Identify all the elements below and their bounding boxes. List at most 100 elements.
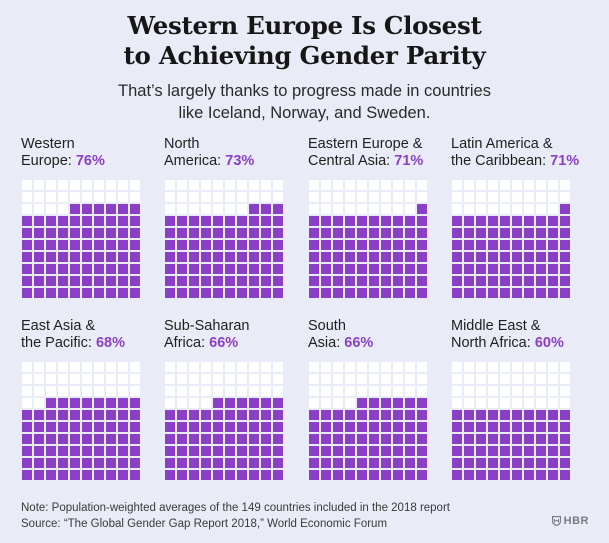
panel-label-line-2: Africa: 66% (164, 335, 288, 352)
waffle-cell-empty (548, 180, 558, 190)
waffle-cell-filled (70, 422, 80, 432)
waffle-cell-empty (261, 192, 271, 202)
waffle-cell-filled (213, 228, 223, 238)
waffle-cell-filled (357, 398, 367, 408)
waffle-cell-filled (201, 276, 211, 286)
waffle-cell-filled (249, 458, 259, 468)
region-name: Africa: (164, 335, 210, 351)
waffle-cell-filled (261, 228, 271, 238)
waffle-cell-empty (500, 204, 510, 214)
waffle-cell-empty (476, 180, 486, 190)
waffle-cell-filled (500, 216, 510, 226)
waffle-cell-filled (177, 458, 187, 468)
waffle-cell-filled (405, 410, 415, 420)
waffle-cell-filled (500, 410, 510, 420)
waffle-cell-filled (82, 228, 92, 238)
waffle-cell-filled (488, 240, 498, 250)
waffle-cell-empty (189, 192, 199, 202)
waffle-cell-filled (452, 216, 462, 226)
waffle-cell-filled (536, 410, 546, 420)
waffle-cell-empty (237, 386, 247, 396)
waffle-cell-filled (70, 216, 80, 226)
waffle-cell-filled (201, 458, 211, 468)
waffle-cell-filled (165, 228, 175, 238)
waffle-cell-filled (464, 410, 474, 420)
waffle-cell-filled (118, 470, 128, 480)
waffle-cell-filled (512, 240, 522, 250)
waffle-cell-filled (309, 252, 319, 262)
waffle-cell-empty (488, 386, 498, 396)
waffle-cell-filled (165, 446, 175, 456)
chart-subtitle-line-2: like Iceland, Norway, and Sweden. (178, 104, 431, 122)
waffle-cell-filled (536, 422, 546, 432)
waffle-cell-empty (500, 180, 510, 190)
waffle-cell-filled (381, 446, 391, 456)
waffle-cell-empty (524, 180, 534, 190)
waffle-cell-filled (452, 410, 462, 420)
waffle-cell-filled (333, 446, 343, 456)
waffle-cell-filled (106, 288, 116, 298)
waffle-cell-filled (464, 276, 474, 286)
waffle-cell-empty (165, 386, 175, 396)
waffle-cell-filled (34, 422, 44, 432)
waffle-cell-filled (22, 276, 32, 286)
waffle-cell-filled (94, 264, 104, 274)
waffle-cell-filled (333, 216, 343, 226)
waffle-cell-filled (189, 288, 199, 298)
waffle-cell-filled (118, 228, 128, 238)
waffle-cell-filled (58, 240, 68, 250)
waffle-cell-filled (189, 240, 199, 250)
waffle-cell-empty (464, 180, 474, 190)
waffle-cell-filled (357, 252, 367, 262)
waffle-cell-empty (321, 386, 331, 396)
waffle-cell-filled (560, 264, 570, 274)
waffle-cell-filled (536, 470, 546, 480)
waffle-cell-filled (321, 240, 331, 250)
waffle-cell-filled (357, 410, 367, 420)
waffle-cell-filled (189, 276, 199, 286)
waffle-cell-filled (261, 446, 271, 456)
waffle-cell-empty (500, 398, 510, 408)
footnote: Note: Population-weighted averages of th… (21, 500, 450, 532)
waffle-cell-filled (369, 288, 379, 298)
region-name: the Pacific: (21, 335, 96, 351)
waffle-cell-empty (22, 362, 32, 372)
waffle-cell-filled (130, 252, 140, 262)
waffle-cell-filled (58, 422, 68, 432)
waffle-cell-filled (369, 470, 379, 480)
waffle-cell-empty (249, 386, 259, 396)
waffle-cell-empty (524, 374, 534, 384)
waffle-cell-filled (46, 398, 56, 408)
waffle-cell-filled (548, 276, 558, 286)
waffle-cell-empty (213, 204, 223, 214)
waffle-cell-empty (177, 192, 187, 202)
waffle-cell-filled (22, 422, 32, 432)
waffle-cell-filled (464, 216, 474, 226)
waffle-cell-filled (273, 410, 283, 420)
waffle-cell-filled (58, 228, 68, 238)
waffle-cell-empty (464, 192, 474, 202)
waffle-cell-empty (500, 386, 510, 396)
waffle-cell-filled (213, 398, 223, 408)
waffle-cell-empty (452, 362, 462, 372)
waffle-cell-empty (201, 362, 211, 372)
waffle-cell-filled (22, 216, 32, 226)
waffle-cell-empty (261, 386, 271, 396)
waffle-cell-filled (357, 216, 367, 226)
waffle-cell-filled (46, 446, 56, 456)
waffle-cell-filled (82, 434, 92, 444)
waffle-cell-empty (189, 398, 199, 408)
waffle-cell-filled (237, 228, 247, 238)
waffle-cell-filled (201, 264, 211, 274)
waffle-cell-filled (417, 410, 427, 420)
waffle-cell-filled (321, 410, 331, 420)
waffle-cell-filled (488, 252, 498, 262)
waffle-cell-filled (524, 410, 534, 420)
waffle-cell-filled (452, 422, 462, 432)
waffle-cell-empty (476, 204, 486, 214)
waffle-cell-filled (345, 434, 355, 444)
waffle-cell-empty (22, 192, 32, 202)
waffle-cell-filled (189, 470, 199, 480)
waffle-cell-empty (82, 180, 92, 190)
waffle-cell-filled (213, 264, 223, 274)
